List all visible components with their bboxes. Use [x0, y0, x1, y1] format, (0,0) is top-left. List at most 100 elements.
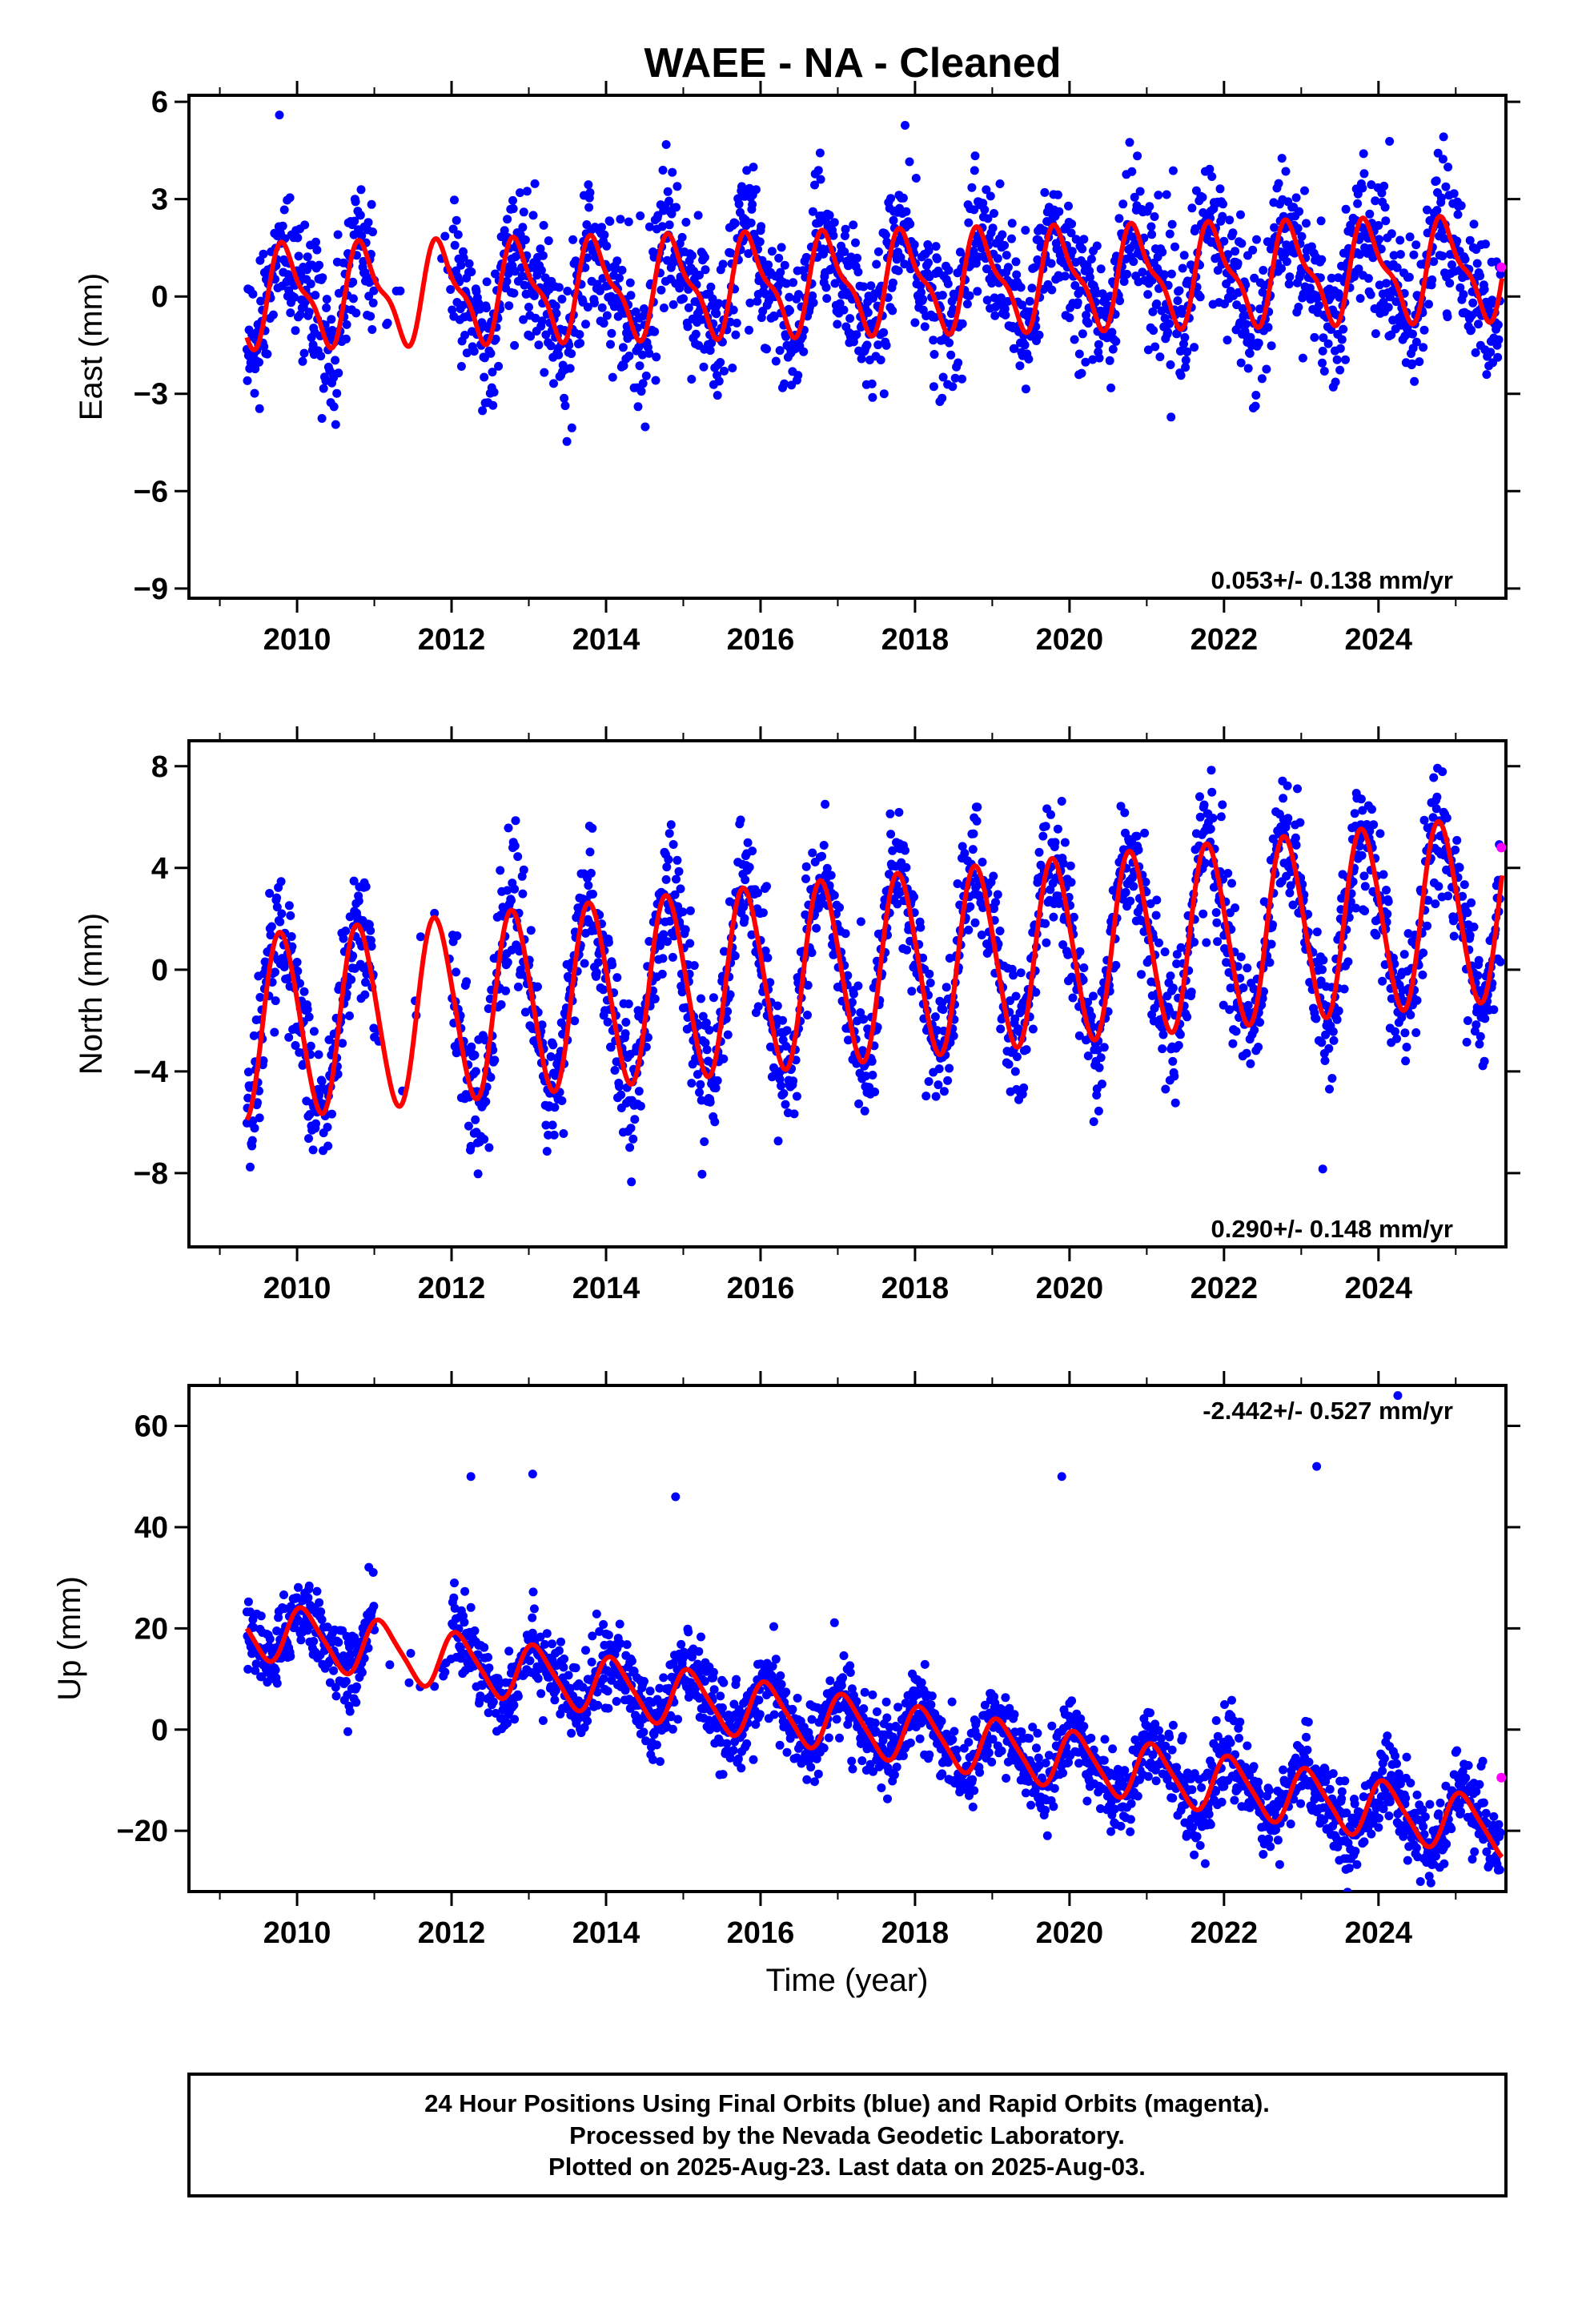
data-point — [452, 967, 460, 977]
data-point — [658, 166, 668, 175]
data-point — [1015, 361, 1025, 371]
data-point — [1181, 363, 1191, 372]
data-point — [1012, 270, 1022, 279]
data-point — [1176, 371, 1186, 380]
data-point — [349, 876, 359, 886]
data-point — [1419, 948, 1428, 958]
data-point — [490, 1055, 500, 1065]
data-point — [893, 266, 903, 275]
data-point — [969, 829, 978, 838]
data-point — [916, 923, 926, 932]
data-point — [1379, 181, 1389, 191]
data-point — [1034, 330, 1044, 340]
data-point — [725, 990, 735, 999]
data-point — [729, 305, 738, 315]
data-point — [294, 1582, 303, 1592]
data-point — [1496, 957, 1505, 967]
x-tick-label: 2012 — [418, 623, 486, 657]
data-point — [856, 1008, 865, 1017]
x-tick-label: 2020 — [1036, 623, 1104, 657]
data-point — [732, 318, 741, 328]
data-point — [1038, 831, 1048, 841]
x-tick-label: 2024 — [1345, 623, 1413, 657]
data-point — [1170, 242, 1179, 251]
data-point — [467, 1042, 476, 1051]
data-point — [1482, 370, 1492, 380]
data-point — [920, 322, 930, 332]
data-point — [894, 807, 904, 817]
data-point — [1327, 1074, 1337, 1083]
data-point — [550, 1695, 560, 1705]
data-point — [627, 1177, 636, 1187]
data-point — [1319, 367, 1329, 376]
data-point — [1432, 792, 1442, 802]
data-point — [259, 249, 268, 259]
data-point — [672, 203, 681, 212]
data-point — [973, 287, 982, 296]
data-point — [1127, 167, 1137, 176]
data-point — [1323, 339, 1333, 348]
data-point — [776, 267, 785, 277]
data-point — [741, 875, 750, 885]
data-point — [931, 242, 941, 251]
data-point — [604, 938, 613, 947]
data-point — [839, 305, 849, 315]
data-point — [1079, 963, 1089, 972]
data-point — [1281, 167, 1291, 176]
data-point — [440, 231, 450, 241]
data-point — [1175, 1030, 1185, 1039]
data-point — [681, 218, 691, 227]
up-marks — [242, 1391, 1506, 1892]
data-point — [536, 266, 546, 275]
data-point — [965, 291, 974, 300]
data-point — [1007, 234, 1016, 243]
x-tick-label: 2022 — [1191, 1272, 1259, 1305]
data-point — [767, 247, 777, 256]
data-point — [315, 260, 324, 270]
data-point — [1383, 303, 1393, 312]
data-point — [886, 830, 896, 839]
data-point — [460, 331, 470, 340]
data-point — [511, 816, 520, 826]
data-point — [528, 1613, 537, 1622]
data-point — [634, 1087, 644, 1096]
data-point — [1010, 1014, 1020, 1023]
data-point — [1174, 286, 1184, 296]
data-point — [1195, 792, 1204, 802]
data-point — [616, 215, 625, 224]
data-point — [943, 1076, 953, 1085]
data-point — [789, 1076, 798, 1086]
data-point — [350, 1633, 359, 1642]
data-point — [1437, 227, 1447, 236]
data-point — [440, 1667, 450, 1677]
data-point — [699, 362, 709, 372]
data-point — [592, 1609, 601, 1618]
data-point — [510, 267, 520, 276]
data-point — [1191, 224, 1200, 234]
data-point — [1089, 991, 1098, 1001]
north-rate-label: 0.290+/- 0.148 mm/yr — [1211, 1215, 1453, 1243]
data-point — [650, 327, 660, 336]
data-point — [1288, 900, 1298, 910]
data-point — [651, 376, 661, 385]
data-point — [859, 1015, 869, 1024]
data-point — [1387, 994, 1396, 1003]
data-point — [1476, 271, 1485, 280]
data-point — [929, 336, 938, 345]
data-point — [1468, 298, 1478, 308]
data-point — [528, 211, 538, 220]
data-point — [585, 188, 595, 197]
data-point — [253, 1098, 262, 1108]
data-point — [664, 854, 673, 864]
data-point — [338, 1039, 347, 1048]
data-point — [1297, 231, 1307, 241]
data-point — [460, 1618, 469, 1627]
data-point — [531, 313, 540, 323]
data-point — [946, 350, 956, 360]
data-point — [610, 1066, 620, 1075]
data-point — [1395, 235, 1405, 245]
data-point — [1009, 971, 1018, 980]
data-point — [1239, 983, 1248, 992]
data-point — [709, 993, 718, 1003]
data-point — [1270, 223, 1279, 232]
